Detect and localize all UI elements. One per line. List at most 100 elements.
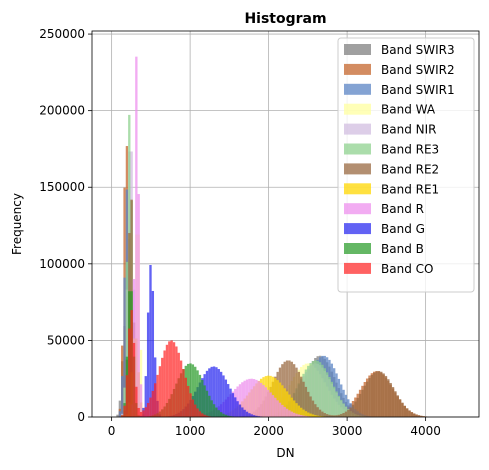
- histogram-bar: [234, 397, 237, 417]
- histogram-bar: [259, 382, 263, 417]
- histogram-bar: [302, 415, 305, 417]
- histogram-bar: [321, 364, 324, 417]
- plot-frame: [91, 30, 480, 418]
- histogram-bar: [238, 404, 242, 417]
- histogram-bar: [177, 352, 180, 417]
- histogram-bar: [198, 411, 202, 417]
- histogram-bar: [304, 411, 308, 417]
- histogram-bar: [154, 383, 157, 417]
- histogram-bar: [217, 410, 220, 417]
- histogram-bar: [278, 402, 282, 417]
- histogram-bar: [205, 390, 209, 417]
- histogram-bar: [217, 369, 220, 417]
- histogram-bar: [391, 387, 395, 417]
- legend-swatch: [344, 203, 371, 215]
- legend-entry-label: Band SWIR2: [381, 63, 455, 77]
- histogram-bar: [309, 413, 312, 417]
- histogram-bar: [384, 375, 388, 417]
- histogram-bar: [222, 375, 225, 417]
- histogram-bar: [222, 413, 225, 417]
- histogram-bar: [255, 415, 258, 417]
- histogram-bar: [316, 407, 319, 417]
- histogram-bar: [123, 277, 126, 417]
- legend-entry-label: Band SWIR1: [381, 83, 455, 97]
- histogram-bar: [297, 414, 301, 417]
- histogram-bar: [344, 394, 348, 417]
- histogram-bar: [290, 411, 293, 417]
- legend-swatch: [344, 243, 371, 254]
- histogram-bar: [295, 403, 298, 417]
- histogram-bar: [410, 412, 414, 417]
- histogram-bar: [189, 393, 192, 417]
- histogram-bar: [271, 395, 275, 417]
- histogram-bar: [201, 379, 204, 417]
- histogram-bar: [182, 369, 185, 417]
- histogram-bar: [172, 342, 176, 417]
- histogram-bar: [252, 415, 256, 417]
- histogram-bar: [292, 364, 296, 417]
- histogram-bar: [179, 360, 183, 417]
- y-tick-label: 50000: [47, 333, 85, 347]
- histogram-bar: [309, 362, 312, 417]
- histogram-bar: [212, 404, 216, 417]
- histogram-bar: [401, 402, 404, 417]
- histogram-bar: [224, 414, 228, 417]
- histogram-bars: [116, 56, 428, 418]
- histogram-bar: [297, 405, 301, 417]
- histogram-bar: [403, 405, 406, 417]
- histogram-bar: [227, 384, 230, 417]
- histogram-bar: [377, 371, 381, 417]
- histogram-bar: [302, 409, 305, 417]
- histogram-bar: [335, 415, 338, 417]
- histogram-bar: [328, 414, 331, 417]
- histogram-bar: [281, 385, 284, 417]
- histogram-bar: [300, 415, 303, 417]
- histogram-bar: [163, 350, 166, 417]
- axis-ticks: 0 1000 2000 3000 4000 0 50000 100000 150000 20000…: [39, 27, 441, 438]
- histogram-bar: [309, 396, 312, 417]
- histogram-bar: [382, 373, 385, 417]
- histogram-bar: [413, 413, 416, 417]
- histogram-bar: [203, 414, 206, 417]
- histogram-bar: [144, 376, 147, 417]
- legend-swatch: [344, 63, 371, 75]
- histogram-bar: [274, 378, 277, 417]
- x-tick-label: 4000: [410, 424, 441, 438]
- histogram-bar: [340, 414, 343, 417]
- histogram-bar: [118, 400, 122, 417]
- legend-entry-label: Band NIR: [381, 123, 436, 137]
- histogram-bar: [248, 413, 251, 417]
- histogram-bar: [300, 407, 303, 417]
- histogram-bar: [318, 362, 322, 417]
- legend-entry-label: Band RE3: [381, 143, 439, 157]
- histogram-bar: [205, 415, 209, 417]
- histogram-bar: [283, 406, 286, 417]
- histogram-bar: [288, 394, 291, 417]
- histogram-bar: [245, 411, 249, 417]
- histogram-bar: [276, 380, 279, 417]
- histogram-bar: [250, 414, 253, 417]
- histogram-bar: [373, 372, 376, 417]
- histogram-bar: [354, 401, 357, 417]
- histogram-bar: [201, 413, 204, 417]
- histogram-bar: [283, 388, 286, 417]
- histogram-bar: [276, 400, 279, 417]
- histogram-bar: [196, 408, 199, 417]
- histogram-bar: [255, 379, 258, 417]
- histogram-bar: [394, 391, 397, 417]
- histogram-bar: [241, 382, 244, 417]
- histogram-bar: [196, 370, 199, 417]
- histogram-bar: [215, 367, 218, 417]
- histogram-bar: [149, 397, 152, 417]
- histogram-bar: [243, 380, 246, 417]
- histogram-bar: [325, 372, 329, 417]
- histogram-bar: [358, 393, 362, 417]
- histogram-bar: [370, 375, 374, 417]
- histogram-bar: [351, 404, 355, 417]
- histogram-bar: [342, 413, 345, 417]
- legend-swatch: [344, 223, 371, 235]
- histogram-bar: [203, 385, 206, 417]
- histogram-bar: [321, 411, 324, 417]
- histogram-bar: [116, 414, 119, 417]
